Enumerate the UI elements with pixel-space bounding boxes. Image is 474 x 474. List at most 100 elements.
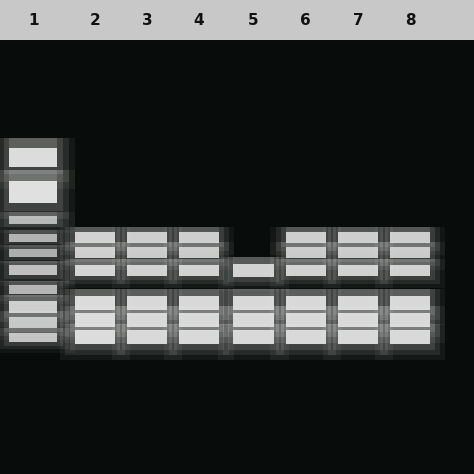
Bar xyxy=(9,212,57,224)
Bar xyxy=(174,259,224,280)
Bar xyxy=(285,296,326,310)
Bar xyxy=(0,261,69,282)
Bar xyxy=(164,242,234,271)
Bar xyxy=(64,242,125,266)
Bar xyxy=(75,296,115,310)
Bar xyxy=(9,281,57,294)
Bar xyxy=(127,323,167,344)
Bar xyxy=(112,306,182,343)
Bar xyxy=(75,259,115,275)
Bar xyxy=(174,323,224,349)
Bar xyxy=(117,227,177,251)
Bar xyxy=(64,227,125,251)
Bar xyxy=(281,323,331,349)
Bar xyxy=(179,227,219,243)
Bar xyxy=(4,295,63,318)
Bar xyxy=(9,311,57,328)
Bar xyxy=(233,264,274,277)
Bar xyxy=(390,296,430,310)
Bar xyxy=(0,170,69,219)
Bar xyxy=(390,330,430,344)
Bar xyxy=(337,330,378,344)
Bar xyxy=(164,289,234,325)
Bar xyxy=(60,259,130,288)
Bar xyxy=(375,306,445,343)
Bar xyxy=(337,289,378,310)
Bar xyxy=(9,245,57,257)
Bar xyxy=(179,232,219,243)
Bar xyxy=(333,289,383,315)
Bar xyxy=(9,285,57,294)
Bar xyxy=(271,227,341,255)
Bar xyxy=(323,323,393,360)
Bar xyxy=(0,328,69,349)
Bar xyxy=(112,227,182,255)
Bar xyxy=(0,281,69,301)
Bar xyxy=(174,227,224,247)
Bar xyxy=(275,259,336,284)
Bar xyxy=(380,259,440,284)
Bar xyxy=(328,323,388,355)
Bar xyxy=(112,242,182,271)
Bar xyxy=(281,227,331,247)
Bar xyxy=(179,242,219,258)
Bar xyxy=(219,257,289,292)
Bar xyxy=(169,323,229,355)
Bar xyxy=(219,306,289,343)
Bar xyxy=(9,333,57,342)
Bar xyxy=(127,313,167,327)
Bar xyxy=(75,330,115,344)
Bar xyxy=(64,323,125,355)
Bar xyxy=(228,323,279,349)
Text: 5: 5 xyxy=(248,13,259,27)
Bar xyxy=(75,306,115,327)
Bar xyxy=(0,261,75,286)
Bar xyxy=(380,306,440,337)
Bar xyxy=(127,289,167,310)
Bar xyxy=(127,265,167,275)
Bar xyxy=(112,289,182,325)
Bar xyxy=(380,289,440,320)
Bar xyxy=(0,0,474,40)
Bar xyxy=(390,323,430,344)
Bar xyxy=(174,306,224,332)
Bar xyxy=(64,306,125,337)
Bar xyxy=(233,330,274,344)
Bar xyxy=(117,306,177,337)
Bar xyxy=(328,306,388,337)
Bar xyxy=(75,313,115,327)
Bar xyxy=(285,247,326,258)
Bar xyxy=(0,138,75,189)
Bar xyxy=(0,295,69,322)
Bar xyxy=(60,323,130,360)
Bar xyxy=(228,289,279,315)
Bar xyxy=(390,306,430,327)
Bar xyxy=(75,232,115,243)
Bar xyxy=(4,281,63,297)
Bar xyxy=(164,323,234,360)
Bar xyxy=(323,289,393,325)
Bar xyxy=(70,242,120,262)
Bar xyxy=(337,232,378,243)
Bar xyxy=(390,259,430,275)
Bar xyxy=(281,259,331,280)
Bar xyxy=(0,328,75,353)
Bar xyxy=(285,259,326,275)
Bar xyxy=(117,259,177,284)
Bar xyxy=(117,242,177,266)
Bar xyxy=(233,257,274,277)
Bar xyxy=(285,265,326,275)
Bar xyxy=(164,227,234,255)
Text: 3: 3 xyxy=(142,13,152,27)
Bar xyxy=(169,259,229,284)
Bar xyxy=(0,311,69,336)
Bar xyxy=(333,227,383,247)
Bar xyxy=(375,323,445,360)
Bar xyxy=(219,323,289,360)
Bar xyxy=(179,313,219,327)
Bar xyxy=(223,257,284,286)
Bar xyxy=(285,289,326,310)
Bar xyxy=(9,181,57,203)
Bar xyxy=(179,296,219,310)
Text: 6: 6 xyxy=(301,13,311,27)
